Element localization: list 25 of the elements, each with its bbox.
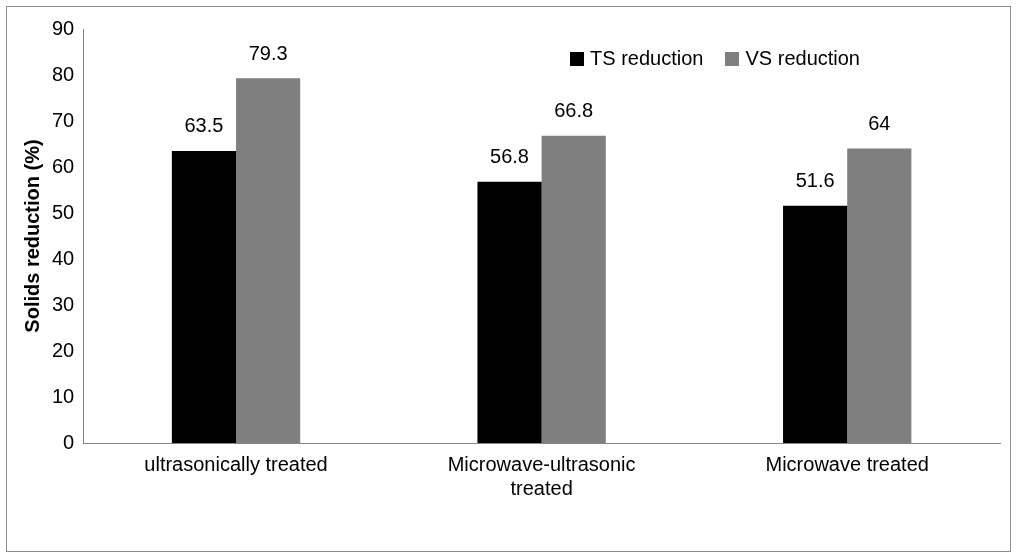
bar — [783, 205, 848, 443]
x-tick-label: Microwave treated — [765, 452, 929, 475]
y-tick-label: 90 — [52, 16, 75, 39]
y-tick-label: 20 — [52, 338, 75, 361]
y-tick-label: 60 — [52, 154, 75, 177]
y-tick-label: 10 — [52, 384, 75, 407]
data-label: 56.8 — [490, 145, 530, 168]
data-label: 63.5 — [184, 114, 224, 137]
y-tick-label: 70 — [52, 108, 75, 131]
data-label: 79.3 — [248, 41, 288, 64]
x-tick-label: ultrasonically treated — [144, 452, 328, 475]
y-axis-title: Solids reduction (%) — [20, 139, 43, 333]
y-tick-label: 40 — [52, 246, 75, 269]
y-tick-label: 0 — [63, 430, 75, 453]
bar — [171, 150, 237, 443]
data-label: 51.6 — [795, 169, 835, 192]
x-tick-label: Microwave-ultrasonic treated — [447, 452, 636, 499]
data-label: 66.8 — [554, 99, 594, 122]
legend-label: TS reduction — [590, 47, 704, 70]
data-label: 64 — [868, 112, 891, 135]
y-tick-label: 80 — [52, 62, 75, 85]
bar — [477, 181, 542, 443]
y-tick-label: 30 — [52, 292, 75, 315]
legend-label: VS reduction — [745, 47, 860, 70]
y-tick-label: 50 — [52, 200, 75, 223]
